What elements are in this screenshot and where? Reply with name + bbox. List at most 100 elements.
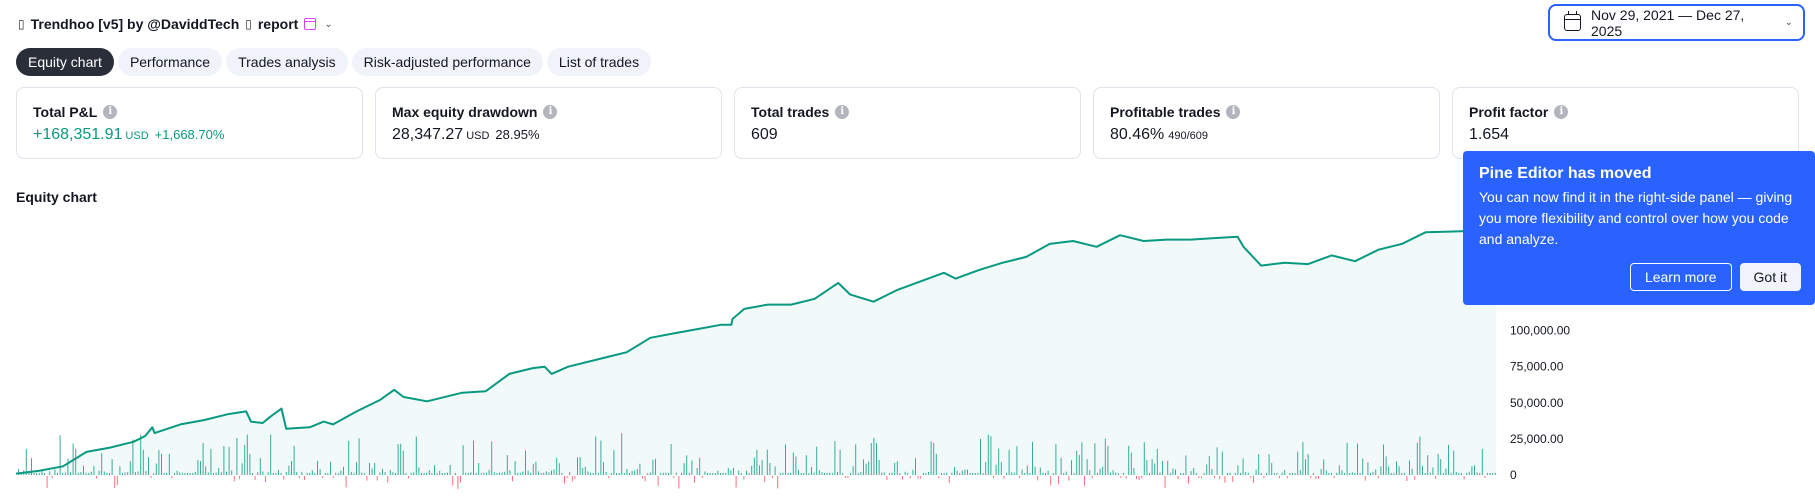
- trade-bar: [119, 466, 121, 475]
- trade-bar: [57, 472, 58, 475]
- trade-bar: [1164, 476, 1166, 488]
- equity-chart[interactable]: 025,000.0050,000.0075,000.00100,000.0012…: [15, 205, 1815, 497]
- trade-bar: [397, 444, 399, 476]
- trade-bar: [499, 472, 500, 476]
- trade-bar: [800, 472, 802, 475]
- trade-bar: [746, 470, 747, 476]
- trade-bar: [506, 455, 508, 475]
- trade-bar: [1063, 472, 1065, 475]
- currency-unit: USD: [466, 130, 490, 142]
- trade-bar: [1396, 461, 1397, 475]
- trade-bar: [865, 463, 867, 476]
- trade-bar: [1084, 476, 1085, 486]
- trade-bar: [636, 468, 638, 475]
- trade-bar: [25, 449, 27, 476]
- trade-bar: [683, 463, 685, 475]
- trade-bar: [626, 468, 628, 476]
- tab-equity-chart[interactable]: Equity chart: [16, 48, 114, 76]
- trade-bar: [1221, 451, 1223, 476]
- trade-bar: [1065, 471, 1067, 475]
- strategy-title[interactable]: Trendhoo [v5] by @DaviddTech: [30, 16, 240, 32]
- info-icon[interactable]: i: [1226, 105, 1241, 119]
- got-it-button[interactable]: Got it: [1739, 263, 1801, 291]
- trade-bar: [348, 440, 350, 475]
- trade-bar: [1292, 472, 1293, 476]
- trade-bar: [896, 461, 898, 476]
- trade-bar: [551, 470, 552, 475]
- trade-bar: [1338, 465, 1340, 475]
- trade-bar: [1341, 470, 1343, 475]
- y-tick-label: 100,000.00: [1510, 324, 1570, 338]
- trade-bar: [1481, 449, 1483, 475]
- trade-bar: [1073, 473, 1075, 475]
- trade-bar: [1071, 460, 1072, 476]
- trade-bar: [881, 472, 883, 476]
- trade-bar: [423, 472, 425, 475]
- trade-bar: [155, 463, 157, 476]
- total-pnl-percent: +1,668.70%: [154, 127, 225, 142]
- trade-bar: [90, 471, 92, 476]
- learn-more-button[interactable]: Learn more: [1629, 263, 1732, 291]
- trade-bar: [111, 459, 113, 475]
- trade-bar: [1052, 472, 1054, 475]
- y-axis: 025,000.0050,000.0075,000.00100,000.0012…: [1510, 287, 1570, 482]
- chevron-down-icon[interactable]: ⌄: [324, 18, 333, 30]
- trade-bar: [1245, 472, 1247, 476]
- trade-bar: [525, 450, 526, 476]
- trade-bar: [129, 461, 131, 475]
- trade-bar: [1211, 469, 1213, 475]
- card-max-drawdown: Max equity drawdown i 28,347.27 USD 28.95%: [375, 87, 722, 159]
- trade-bar: [272, 472, 274, 475]
- tab-risk-adjusted-performance[interactable]: Risk-adjusted performance: [351, 48, 543, 76]
- trade-bar: [514, 461, 516, 476]
- info-icon[interactable]: i: [1554, 105, 1569, 119]
- trade-bar: [194, 471, 196, 476]
- trade-bar: [1346, 442, 1348, 476]
- trade-bar: [1351, 472, 1353, 475]
- trade-bar: [1349, 473, 1351, 475]
- info-icon[interactable]: i: [543, 105, 558, 119]
- trade-bar: [1487, 472, 1488, 475]
- trade-bar: [779, 472, 781, 475]
- trade-bar: [33, 472, 35, 475]
- info-icon[interactable]: i: [835, 105, 850, 119]
- trade-bar: [1091, 476, 1093, 478]
- trade-bar: [855, 444, 857, 475]
- info-icon[interactable]: i: [103, 105, 118, 119]
- trade-bar: [1011, 472, 1013, 475]
- trade-bar: [1203, 472, 1205, 476]
- trade-bar: [556, 457, 558, 476]
- trade-bar: [535, 461, 537, 475]
- report-label: report: [257, 16, 299, 32]
- trade-bar: [951, 472, 953, 475]
- trade-bar: [1112, 470, 1114, 475]
- trade-bar: [1312, 472, 1314, 476]
- tab-performance[interactable]: Performance: [117, 48, 223, 76]
- tab-list-of-trades[interactable]: List of trades: [546, 48, 652, 76]
- trade-bar: [655, 458, 656, 475]
- trade-bar: [1201, 476, 1202, 478]
- trade-bar: [1276, 472, 1278, 475]
- trade-bar: [1445, 468, 1447, 476]
- tab-trades-analysis[interactable]: Trades analysis: [226, 48, 348, 76]
- date-range-selector[interactable]: Nov 29, 2021 — Dec 27, 2025 ⌄: [1548, 4, 1805, 41]
- trade-bar: [1195, 472, 1197, 475]
- trade-bar: [1289, 472, 1291, 475]
- trade-bar: [808, 473, 810, 475]
- trade-bar: [1240, 472, 1241, 475]
- trade-bar: [473, 440, 474, 475]
- trade-bar: [1328, 472, 1330, 475]
- trade-bar: [894, 462, 896, 476]
- trade-bar: [353, 472, 355, 476]
- trade-bar: [137, 471, 139, 475]
- trade-bar: [265, 476, 266, 483]
- trade-bar: [790, 472, 792, 475]
- trade-bar: [93, 465, 95, 475]
- trade-bar: [839, 449, 841, 475]
- trade-bar: [285, 472, 287, 475]
- trade-bar: [1130, 452, 1132, 476]
- trade-bar: [1146, 460, 1148, 476]
- trade-bar: [1435, 476, 1436, 479]
- trade-bar: [236, 438, 238, 476]
- summary-cards: Total P&L i +168,351.91 USD +1,668.70% Max …: [16, 87, 1799, 159]
